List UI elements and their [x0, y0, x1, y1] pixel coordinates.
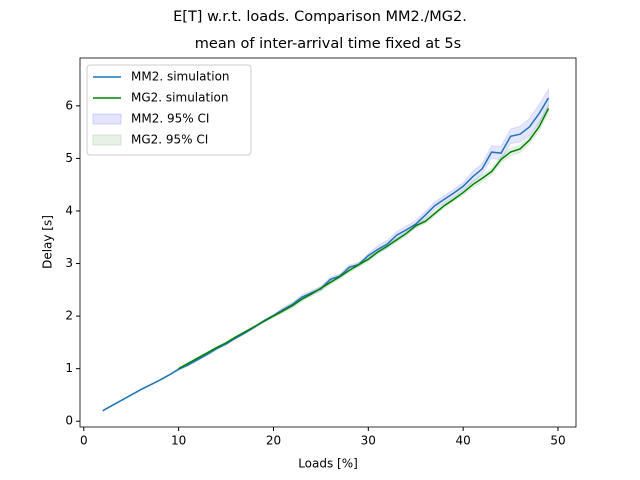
legend-label: MG2. simulation — [131, 91, 228, 105]
y-axis-label: Delay [s] — [41, 215, 55, 269]
x-axis-label: Loads [%] — [298, 457, 358, 471]
x-tick-label: 30 — [361, 434, 376, 448]
legend-label: MM2. 95% CI — [131, 112, 209, 126]
legend-patch — [92, 134, 122, 146]
axes-frame — [79, 57, 577, 428]
y-tick-label: 5 — [65, 151, 73, 165]
x-tick-label: 10 — [171, 434, 186, 448]
x-tick-label: 0 — [80, 434, 88, 448]
legend-patch — [92, 113, 122, 125]
y-tick-label: 4 — [65, 203, 73, 217]
legend-box — [86, 64, 252, 156]
y-tick-label: 2 — [65, 309, 73, 323]
series-line — [178, 108, 550, 370]
y-tick-label: 0 — [65, 414, 73, 428]
y-tick-label: 3 — [65, 256, 73, 270]
series-line — [102, 97, 550, 412]
y-tick-label: 6 — [65, 98, 73, 112]
legend-label: MG2. 95% CI — [131, 133, 208, 147]
legend-label: MM2. simulation — [131, 70, 230, 84]
x-tick-label: 20 — [266, 434, 281, 448]
y-tick-label: 1 — [65, 361, 73, 375]
x-tick-label: 50 — [550, 434, 565, 448]
x-tick-label: 40 — [456, 434, 471, 448]
chart-subtitle: mean of inter-arrival time fixed at 5s — [195, 36, 461, 52]
chart-title: E[T] w.r.t. loads. Comparison MM2./MG2. — [173, 9, 467, 25]
